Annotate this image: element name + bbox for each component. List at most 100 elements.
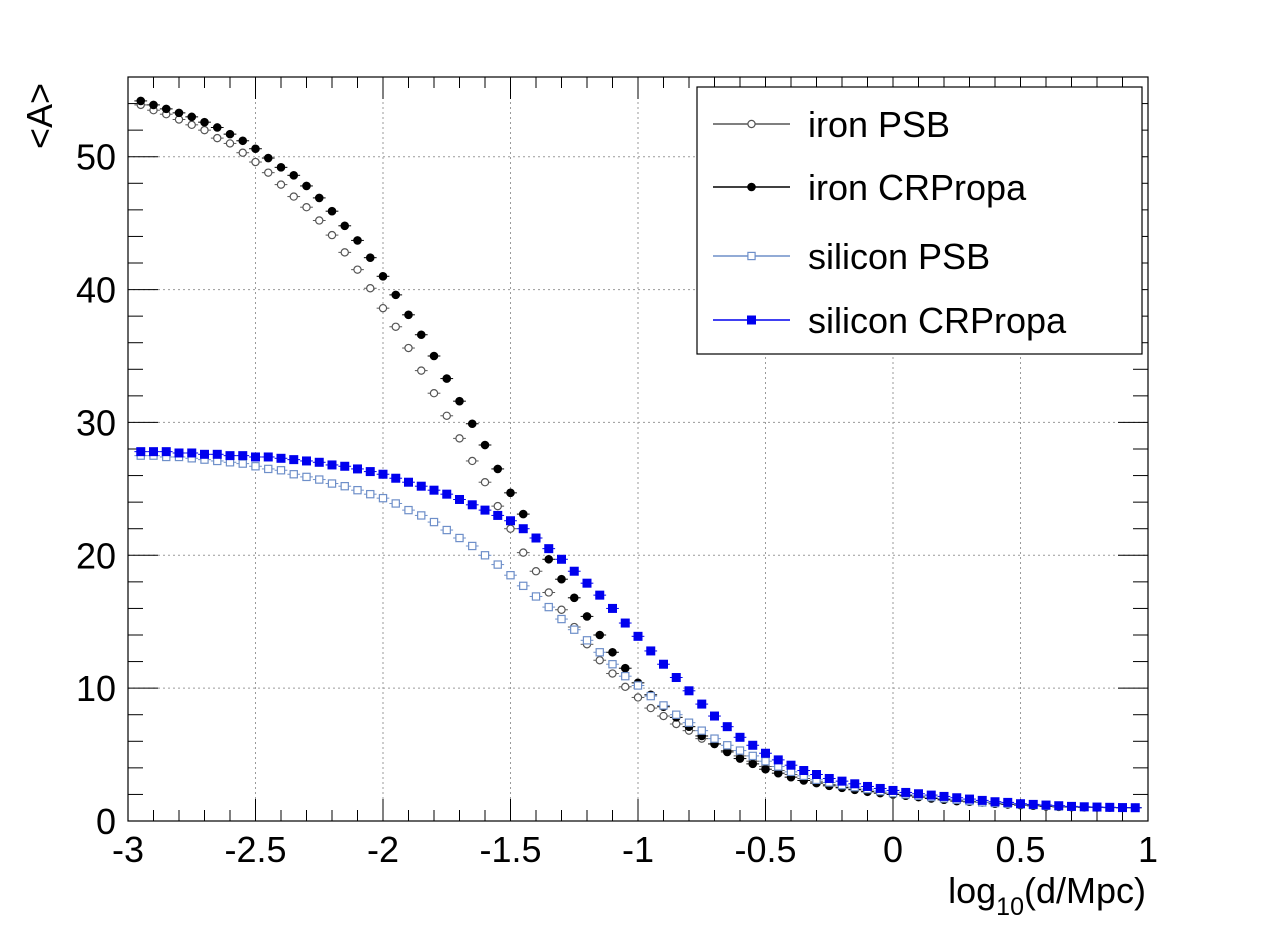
data-point: [582, 636, 592, 645]
data-point: [378, 493, 388, 503]
data-point: [710, 734, 719, 743]
data-point: [531, 567, 541, 576]
data-point: [659, 701, 668, 710]
data-point: [378, 271, 388, 281]
data-point: [174, 108, 184, 118]
data-point: [314, 193, 324, 203]
data-point: [1079, 802, 1089, 812]
data-point: [493, 501, 502, 511]
data-point: [251, 144, 260, 154]
data-point: [391, 473, 401, 483]
y-axis-title: <A>: [19, 83, 60, 149]
data-point: [225, 451, 235, 461]
data-point: [327, 206, 337, 216]
data-point: [901, 787, 911, 797]
y-tick-label: 30: [76, 402, 116, 443]
data-point: [276, 453, 286, 463]
data-point: [416, 330, 426, 340]
data-point: [1105, 802, 1115, 812]
legend: iron PSB iron CRPropa silicon PSB silicon C…: [696, 86, 1143, 355]
data-point: [659, 659, 668, 669]
data-point: [238, 148, 247, 157]
data-point: [289, 171, 299, 180]
data-point: [429, 485, 439, 495]
data-point: [161, 104, 171, 114]
data-point: [378, 469, 388, 479]
data-point: [493, 464, 503, 474]
data-point: [531, 592, 541, 601]
data-series: [134, 96, 1142, 813]
legend-label: silicon PSB: [808, 236, 990, 277]
data-point: [391, 322, 400, 331]
x-tick-label: -1: [622, 829, 654, 870]
data-point: [519, 581, 528, 591]
y-tick-label: 50: [76, 137, 116, 178]
legend-label: silicon CRPropa: [808, 300, 1067, 341]
x-axis-title-sub: 10: [996, 893, 1024, 921]
x-tick-label: -1.5: [479, 829, 541, 870]
data-point: [646, 691, 655, 701]
x-tick-label: 1: [1138, 829, 1158, 870]
data-point: [149, 100, 158, 110]
data-point: [595, 656, 604, 665]
data-point: [327, 479, 337, 488]
data-point: [315, 475, 324, 484]
legend-box: [696, 86, 1143, 355]
y-tick-label: 10: [76, 668, 116, 709]
data-point: [468, 456, 477, 466]
data-point: [1003, 797, 1013, 807]
data-point: [990, 797, 1000, 807]
data-point: [939, 791, 949, 801]
legend-marker: [747, 119, 756, 129]
data-point: [506, 571, 515, 580]
data-point: [926, 790, 936, 800]
data-point: [251, 462, 260, 471]
data-point: [761, 748, 770, 758]
data-point: [799, 766, 809, 776]
data-point: [264, 168, 273, 177]
data-point: [608, 603, 617, 613]
data-point: [302, 456, 311, 466]
data-point: [748, 759, 758, 769]
data-point: [174, 448, 184, 458]
data-point: [850, 779, 860, 789]
data-point: [748, 751, 757, 761]
data-point: [353, 236, 362, 245]
data-point: [365, 467, 375, 477]
data-point: [518, 524, 528, 534]
data-point: [302, 472, 311, 482]
data-point: [340, 248, 349, 257]
legend-entry: silicon PSB: [713, 236, 990, 277]
data-point: [608, 669, 617, 678]
data-point: [366, 284, 375, 293]
data-point: [697, 699, 707, 709]
data-point: [544, 544, 554, 554]
data-point: [429, 389, 439, 398]
data-point: [582, 612, 592, 621]
data-point: [442, 374, 452, 383]
data-point: [582, 578, 592, 588]
data-point: [417, 511, 426, 520]
x-tick-label: -0.5: [734, 829, 796, 870]
data-point: [365, 253, 375, 262]
data-point: [136, 447, 146, 457]
x-axis-title-rest: (d/Mpc): [1024, 870, 1146, 911]
data-point: [480, 505, 490, 515]
data-point: [404, 505, 413, 515]
data-point: [569, 566, 579, 576]
data-point: [519, 548, 528, 557]
legend-entries: iron PSB iron CRPropa silicon PSB silicon C…: [713, 104, 1067, 341]
data-point: [723, 741, 732, 750]
x-tick-label: -3: [112, 829, 144, 870]
data-point: [671, 673, 681, 683]
data-point: [353, 485, 362, 495]
data-point: [952, 793, 962, 803]
data-point: [480, 478, 490, 487]
data-point: [276, 466, 286, 475]
data-point: [621, 671, 630, 681]
data-point: [710, 711, 719, 721]
data-point: [646, 646, 656, 656]
data-point: [455, 396, 464, 406]
data-point: [200, 449, 209, 459]
